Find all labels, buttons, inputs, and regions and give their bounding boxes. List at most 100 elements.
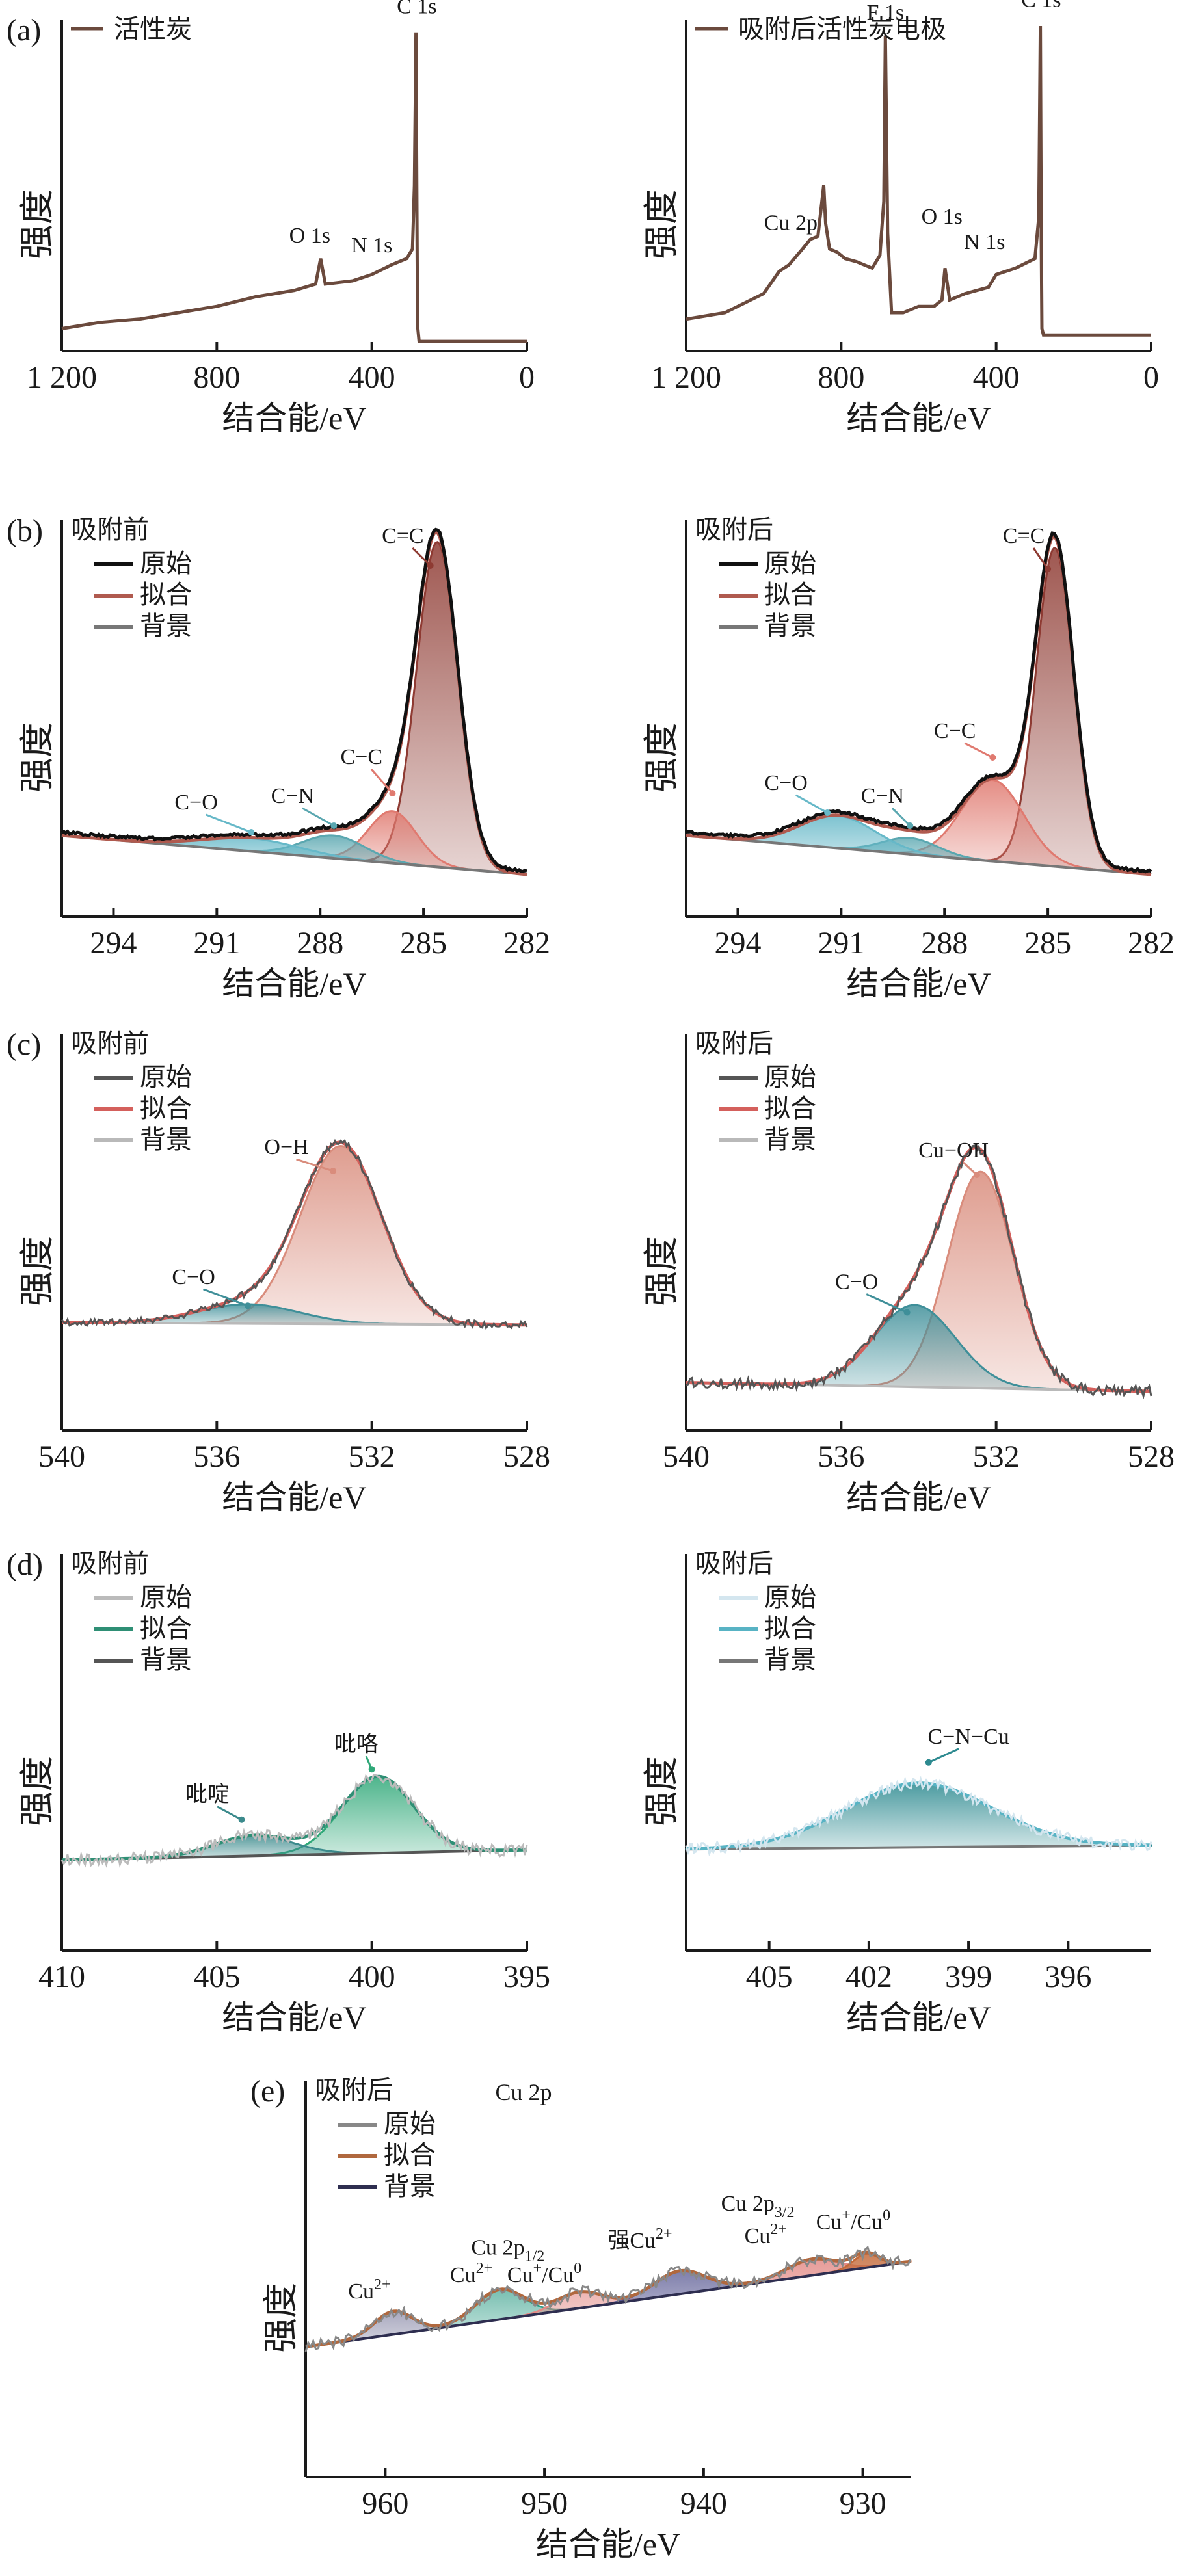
peak-arrow [796, 795, 828, 813]
peak-label: N 1s [964, 230, 1005, 254]
legend-label: 背景 [764, 1645, 816, 1674]
tick-label: 396 [1045, 1960, 1091, 1994]
tick-label: 288 [297, 926, 343, 960]
panel-a1: 1 200 800 400 0 结合能/eV 强度 (a) 活性炭 O 1s N 1s C 1s [7, 0, 535, 436]
legend-label: 原始 [764, 549, 816, 578]
legend-label: 拟合 [764, 1614, 816, 1643]
peak-arrow-head [369, 1766, 375, 1772]
peak-label: O 1s [922, 205, 963, 229]
tick-label: 285 [1024, 926, 1071, 960]
panel-title: 吸附后 [315, 2075, 393, 2105]
tick-label: 536 [818, 1439, 864, 1474]
peak-arrow-head [925, 1759, 932, 1766]
panel-title: 吸附后 [695, 1549, 773, 1578]
xps-figure: 1 200 800 400 0结合能/eV强度(a) 活性炭O 1s N 1sC 1s1 … [0, 0, 1198, 2576]
peak-label: C=C [382, 524, 424, 548]
tick-label: 0 [519, 360, 535, 395]
peak-arrow [929, 1749, 959, 1763]
tick-label: 940 [680, 2486, 727, 2521]
tick-label: 282 [503, 926, 550, 960]
peak-label: C 1s [1021, 0, 1061, 12]
peak-label: C−N−Cu [927, 1725, 1009, 1749]
y-axis-label: 强度 [18, 1756, 57, 1826]
tick-label: 291 [193, 926, 240, 960]
tick-label: 410 [38, 1960, 85, 1994]
peak-label: Cu+/Cu0 [816, 2207, 890, 2234]
peak-arrow-head [330, 1168, 336, 1174]
fit-peak-area [686, 1305, 1151, 1391]
panel-title: 吸附前 [71, 1029, 149, 1058]
legend-label: 背景 [384, 2172, 436, 2201]
peak-arrow-head [238, 1817, 245, 1823]
legend-label: 原始 [384, 2109, 436, 2138]
peak-label: Cu2+ [745, 2221, 787, 2248]
tick-label: 540 [663, 1439, 710, 1474]
peak-label: Cu2+ [348, 2276, 390, 2304]
legend-label: 原始 [764, 1062, 816, 1092]
peak-label: Cu−OH [918, 1138, 989, 1163]
peak-arrow-head [389, 790, 395, 796]
x-axis-label: 结合能/eV [846, 1999, 991, 2036]
x-axis-label: 结合能/eV [222, 400, 366, 436]
legend-label: 拟合 [384, 2140, 436, 2170]
legend-label: 拟合 [140, 1094, 192, 1123]
peak-label-sup: 0 [574, 2260, 581, 2277]
peak-label: O 1s [289, 224, 330, 248]
tick-label: 532 [973, 1439, 1020, 1474]
peak-arrow-head [248, 829, 254, 835]
panel-letter: (e) [250, 2074, 285, 2109]
peak-label: Cu+/Cu0 [507, 2260, 581, 2287]
peak-label: 吡咯 [334, 1731, 379, 1756]
tick-label: 405 [746, 1960, 793, 1994]
panel-subtitle: Cu 2p [495, 2079, 552, 2105]
panel-b2: 294 291 288 285 282结合能/eV强度吸附后原始拟合背景C=CC−CC−… [642, 515, 1175, 1002]
y-axis-label: 强度 [642, 1756, 681, 1826]
panel-a2: 1 200 800 400 0 结合能/eV 强度 吸附后活性炭电极 Cu 2p F 1s O 1… [642, 0, 1159, 436]
peak-arrow-head [974, 1172, 980, 1178]
peak-label: 吡啶 [185, 1782, 230, 1807]
legend-label: 原始 [140, 1062, 192, 1092]
legend-label: 背景 [140, 1645, 192, 1674]
legend-label: 拟合 [140, 580, 192, 609]
peak-label-sup: + [533, 2260, 542, 2277]
survey-line [686, 26, 1151, 335]
tick-label: 800 [818, 360, 864, 395]
x-axis-label: 结合能/eV [846, 966, 991, 1002]
tick-label: 528 [1128, 1439, 1175, 1474]
panel-title: 吸附后 [695, 1029, 773, 1058]
tick-label: 960 [362, 2486, 408, 2521]
x-axis-label: 结合能/eV [222, 1999, 366, 2036]
tick-label: 930 [840, 2486, 886, 2521]
peak-label: C−N [271, 784, 314, 808]
legend-label: 原始 [140, 1583, 192, 1612]
legend-label: 吸附后活性炭电极 [738, 14, 946, 44]
peak-label-sup: + [842, 2207, 851, 2224]
panel-letter: (c) [7, 1027, 41, 1062]
panel-title: 吸附前 [71, 515, 149, 544]
tick-label: 294 [714, 926, 761, 960]
peak-arrow-head [824, 809, 831, 816]
peak-label: Cu 2p [764, 211, 818, 235]
legend-label: 拟合 [140, 1614, 192, 1643]
background-line [306, 2261, 911, 2346]
tick-label: 400 [349, 1960, 395, 1994]
legend-label: 活性炭 [114, 14, 192, 44]
tick-label: 532 [349, 1439, 395, 1474]
tick-label: 800 [193, 360, 240, 395]
tick-label: 395 [503, 1960, 550, 1994]
peak-label: C−O [835, 1270, 878, 1295]
legend-label: 拟合 [764, 580, 816, 609]
peak-label: C−O [174, 791, 217, 815]
panel-letter: (d) [7, 1547, 43, 1582]
peak-label: C−N [861, 784, 904, 808]
y-axis-label: 强度 [261, 2283, 300, 2353]
tick-label: 540 [38, 1439, 85, 1474]
legend-label: 背景 [764, 611, 816, 640]
tick-label: 291 [818, 926, 864, 960]
peak-label-sup: 2+ [476, 2260, 493, 2277]
tick-label: 400 [973, 360, 1020, 395]
